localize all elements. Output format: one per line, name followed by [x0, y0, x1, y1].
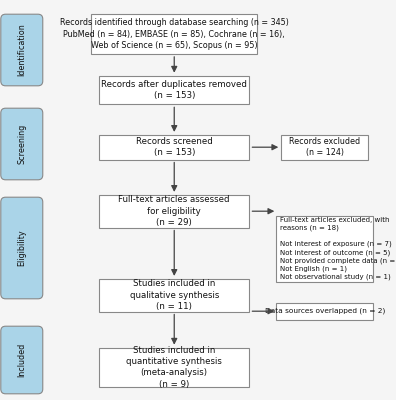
FancyBboxPatch shape — [276, 303, 373, 320]
Text: Included: Included — [17, 343, 26, 377]
Text: Records screened
(n = 153): Records screened (n = 153) — [136, 137, 213, 158]
FancyBboxPatch shape — [99, 135, 249, 160]
FancyBboxPatch shape — [1, 14, 43, 86]
Text: Eligibility: Eligibility — [17, 230, 26, 266]
FancyBboxPatch shape — [99, 279, 249, 312]
Text: Full-text articles excluded, with
reasons (n = 18)

Not interest of exposure (n : Full-text articles excluded, with reason… — [280, 217, 396, 280]
Text: Data sources overlapped (n = 2): Data sources overlapped (n = 2) — [265, 308, 385, 314]
FancyBboxPatch shape — [1, 326, 43, 394]
Text: Identification: Identification — [17, 24, 26, 76]
FancyBboxPatch shape — [1, 108, 43, 180]
Text: Records after duplicates removed
(n = 153): Records after duplicates removed (n = 15… — [101, 80, 247, 100]
Text: Screening: Screening — [17, 124, 26, 164]
FancyBboxPatch shape — [99, 76, 249, 104]
Text: Records identified through database searching (n = 345)
PubMed (n = 84), EMBASE : Records identified through database sear… — [60, 18, 289, 50]
Text: Records excluded
(n = 124): Records excluded (n = 124) — [289, 137, 360, 158]
FancyBboxPatch shape — [281, 135, 368, 160]
FancyBboxPatch shape — [99, 195, 249, 228]
FancyBboxPatch shape — [1, 197, 43, 299]
Text: Full-text articles assessed
for eligibility
(n = 29): Full-text articles assessed for eligibil… — [118, 195, 230, 227]
FancyBboxPatch shape — [276, 216, 373, 282]
Text: Studies included in
quantitative synthesis
(meta-analysis)
(n = 9): Studies included in quantitative synthes… — [126, 346, 222, 389]
FancyBboxPatch shape — [99, 348, 249, 387]
Text: Studies included in
qualitative synthesis
(n = 11): Studies included in qualitative synthesi… — [129, 279, 219, 311]
FancyBboxPatch shape — [91, 14, 257, 54]
